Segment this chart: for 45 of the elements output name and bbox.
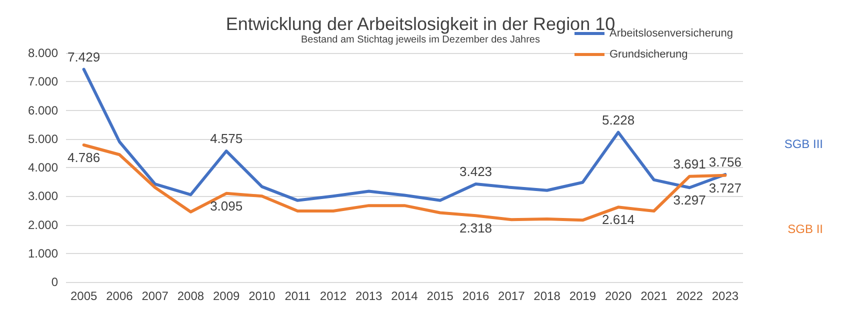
data-label: 2.614 (602, 212, 635, 228)
text: SGB III (784, 137, 824, 151)
x-tick-label: 2012 (320, 289, 347, 303)
x-tick-label: 2006 (106, 289, 134, 303)
y-tick-label: 1.000 (28, 246, 58, 260)
data-label: 5.228 (602, 112, 635, 128)
x-tick-label: 2020 (604, 289, 632, 303)
x-tick-label: 2008 (177, 289, 204, 303)
data-label: 7.429 (68, 49, 100, 64)
data-label: 2.318 (459, 220, 492, 236)
data-label: 3.423 (459, 164, 492, 180)
x-tick-label: 2017 (498, 289, 526, 303)
x-tick-label: 2023 (712, 289, 739, 303)
x-tick-label: 2010 (248, 289, 276, 303)
x-tick-label: 2013 (356, 289, 383, 303)
y-tick-label: 4.000 (28, 160, 58, 174)
y-tick-label: 7.000 (28, 74, 58, 89)
chart-subtitle: Bestand am Stichtag jeweils im Dezember des Jahres (301, 34, 540, 46)
y-tick-label: 3.000 (28, 189, 58, 204)
x-tick-label: 2015 (426, 289, 454, 303)
x-tick-label: 2021 (640, 289, 668, 303)
data-label: 3.095 (210, 198, 243, 214)
text: SGB II (788, 222, 823, 236)
y-tick-label: 2.000 (28, 218, 58, 232)
x-tick-label: 2011 (284, 289, 311, 303)
legend-label: Arbeitslosenversicherung (609, 28, 734, 40)
data-label: 3.756 (708, 154, 742, 170)
x-tick-label: 2014 (391, 289, 418, 303)
x-tick-label: 2016 (462, 289, 490, 303)
y-tick-label: 6.000 (28, 103, 58, 118)
data-label: 4.575 (210, 131, 243, 146)
legend-label: Grundsicherung (609, 48, 688, 60)
y-tick-label: 5.000 (28, 132, 58, 146)
data-label: 4.786 (68, 150, 100, 165)
x-tick-label: 2019 (569, 289, 596, 303)
x-tick-label: 2007 (142, 289, 169, 303)
x-tick-label: 2005 (70, 289, 98, 303)
y-tick-label: 8.000 (28, 46, 58, 60)
y-tick-label: 0 (51, 275, 58, 289)
data-label: 3.691 (673, 156, 706, 172)
x-tick-label: 2018 (534, 289, 561, 303)
data-label: 3.727 (708, 180, 742, 196)
x-tick-label: 2022 (676, 289, 704, 303)
data-label: 3.297 (673, 192, 706, 208)
x-tick-label: 2009 (212, 289, 240, 303)
